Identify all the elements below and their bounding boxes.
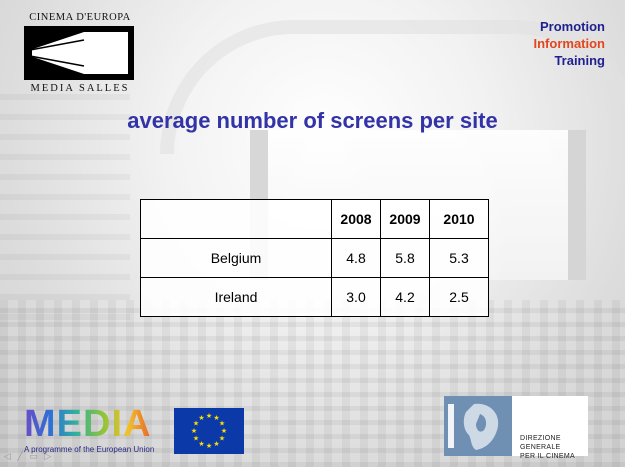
svg-text:★: ★ — [219, 435, 225, 443]
table-header-cell: 2008 — [331, 199, 381, 239]
table-cell: 4.8 — [331, 238, 381, 278]
mibac-text: DIREZIONE GENERALE PER IL CINEMA — [520, 434, 588, 461]
table-header-cell — [140, 199, 332, 239]
table-header-cell: 2010 — [429, 199, 489, 239]
media-tagline: A programme of the European Union — [24, 445, 155, 454]
table-row: Belgium 4.8 5.8 5.3 — [140, 238, 489, 278]
table-header-row: 2008 2009 2010 — [140, 199, 489, 239]
mibac-line2: PER IL CINEMA — [520, 453, 575, 460]
svg-text:★: ★ — [198, 414, 204, 422]
table-row-label: Belgium — [140, 238, 332, 278]
projector-beam-icon — [24, 26, 134, 80]
mibac-line1: DIREZIONE GENERALE — [520, 435, 561, 451]
footer-logos: MEDIA A programme of the European Union … — [0, 395, 625, 467]
svg-text:★: ★ — [206, 442, 212, 450]
media-programme-logo: MEDIA A programme of the European Union — [24, 405, 154, 454]
nav-promotion[interactable]: Promotion — [540, 19, 605, 34]
svg-text:★: ★ — [219, 420, 225, 428]
table-cell: 5.3 — [429, 238, 489, 278]
background-wall — [0, 80, 130, 320]
logo-bottom-text: MEDIA SALLES — [30, 83, 130, 94]
svg-text:★: ★ — [213, 440, 219, 448]
table-cell: 3.0 — [331, 277, 381, 317]
svg-text:★: ★ — [206, 412, 212, 420]
eu-flag-icon: ★ ★ ★ ★ ★ ★ ★ ★ ★ ★ ★ ★ — [174, 408, 244, 454]
mibac-logo: DIREZIONE GENERALE PER IL CINEMA — [444, 396, 588, 460]
svg-text:★: ★ — [193, 435, 199, 443]
media-wordmark: MEDIA — [24, 405, 154, 443]
svg-text:★: ★ — [198, 440, 204, 448]
nav-training[interactable]: Training — [554, 53, 605, 68]
logo-top-text: CINEMA D'EUROPA — [29, 12, 131, 23]
slide-nav-arrows-icon[interactable]: ◁ ╱ ▭ ▷ — [4, 451, 54, 461]
nav-information[interactable]: Information — [533, 36, 606, 51]
slide-title: average number of screens per site — [127, 108, 498, 133]
table-row-label: Ireland — [140, 277, 332, 317]
svg-text:★: ★ — [191, 427, 197, 435]
table-header-cell: 2009 — [380, 199, 430, 239]
svg-text:★: ★ — [213, 414, 219, 422]
table-cell: 4.2 — [380, 277, 430, 317]
nav-labels: Promotion Information Training — [534, 18, 606, 69]
svg-text:★: ★ — [193, 420, 199, 428]
svg-text:★: ★ — [221, 427, 227, 435]
cinema-deuropa-logo: CINEMA D'EUROPA MEDIA SALLES — [24, 12, 136, 94]
table-cell: 5.8 — [380, 238, 430, 278]
table-cell: 2.5 — [429, 277, 489, 317]
screens-table: 2008 2009 2010 Belgium 4.8 5.8 5.3 Irela… — [140, 199, 489, 317]
table-row: Ireland 3.0 4.2 2.5 — [140, 277, 489, 317]
mibac-emblem-icon — [444, 396, 512, 456]
